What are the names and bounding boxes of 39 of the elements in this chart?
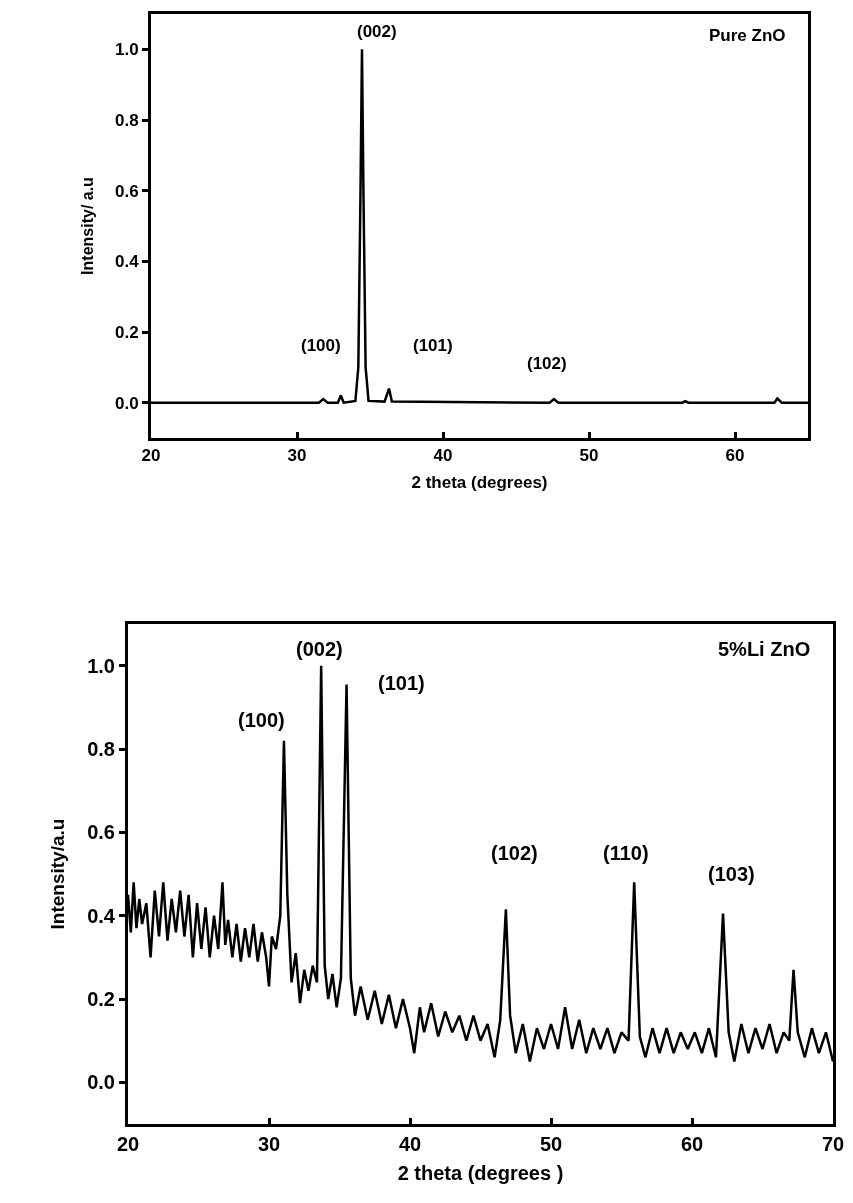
annotation: 5%Li ZnO	[718, 638, 811, 660]
annotation: Pure ZnO	[709, 26, 786, 45]
y-tick-label: 0.2	[87, 988, 115, 1010]
x-tick-label: 60	[725, 446, 745, 466]
y-axis-title: Intensity/ a.u	[78, 177, 96, 275]
y-axis-title: Intensity/a.u	[47, 818, 69, 930]
x-tick-label: 40	[398, 1133, 422, 1155]
x-axis-title: 2 theta (degrees )	[397, 1161, 564, 1184]
annotation: (102)	[527, 354, 567, 373]
y-tick-label: 0.8	[114, 110, 139, 130]
y-tick-label: 1.0	[114, 40, 139, 60]
annotation: (002)	[296, 638, 343, 660]
y-tick-label: 0.6	[114, 181, 139, 201]
x-tick-label: 70	[821, 1133, 845, 1155]
y-tick-label: 0.0	[87, 1071, 115, 1094]
annotation: (100)	[301, 336, 341, 355]
annotation: (103)	[708, 863, 755, 885]
y-tick-label: 1.0	[87, 654, 115, 677]
annotation: (101)	[378, 672, 425, 694]
x-tick-label: 40	[433, 446, 453, 466]
annotation: (102)	[491, 842, 538, 864]
x-tick-label: 50	[539, 1133, 563, 1155]
x-axis-title: 2 theta (degrees)	[411, 472, 548, 492]
x-tick-label: 50	[579, 446, 599, 466]
y-tick-label: 0.8	[87, 738, 115, 760]
x-tick-label: 20	[116, 1133, 140, 1155]
y-tick-label: 0.0	[114, 393, 139, 413]
annotation: (101)	[413, 336, 453, 355]
y-tick-label: 0.4	[114, 252, 140, 272]
y-tick-label: 0.2	[114, 322, 139, 342]
y-tick-label: 0.4	[87, 904, 116, 927]
x-tick-label: 30	[287, 446, 307, 466]
x-tick-label: 30	[257, 1133, 281, 1155]
annotation: (002)	[357, 22, 397, 41]
annotation: (110)	[603, 842, 649, 864]
annotation: (100)	[238, 709, 285, 731]
x-tick-label: 60	[680, 1133, 704, 1155]
y-tick-label: 0.6	[87, 821, 115, 844]
x-tick-label: 20	[141, 446, 161, 466]
